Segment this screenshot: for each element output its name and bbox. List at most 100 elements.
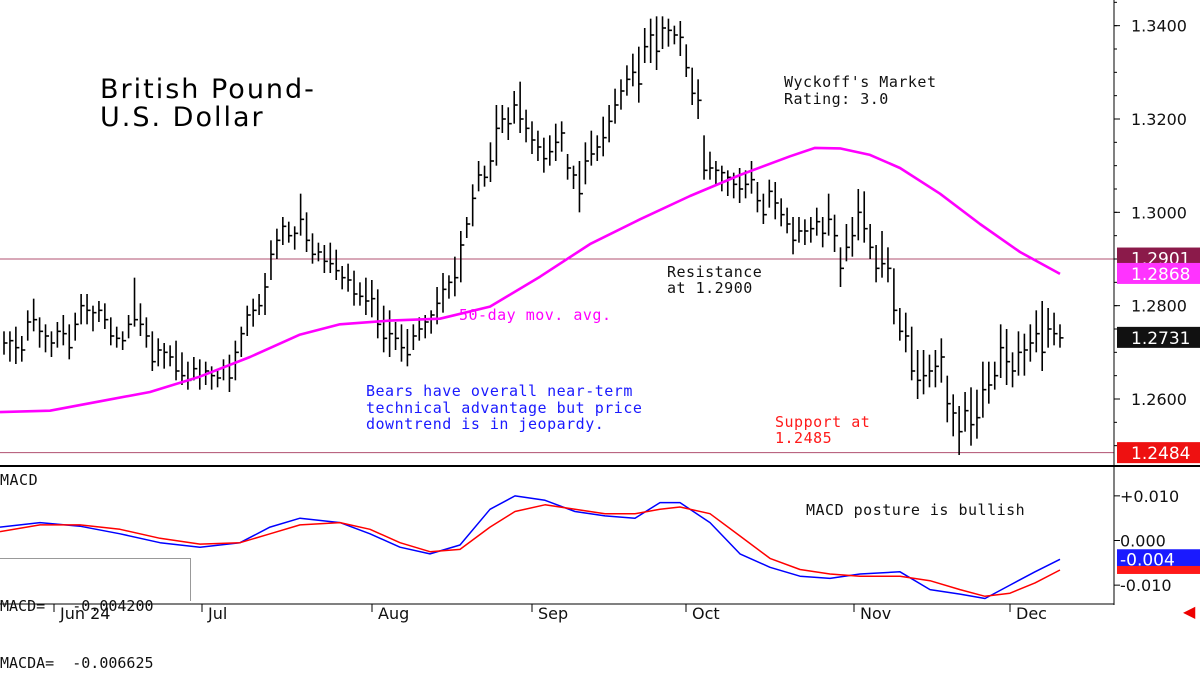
price-bar: [311, 233, 316, 264]
price-bar: [317, 242, 322, 262]
price-tick-label: 1.3400: [1131, 17, 1187, 36]
back-arrow-icon[interactable]: ◀: [1183, 602, 1196, 621]
macd-tick-label: 0.000: [1120, 532, 1166, 551]
price-bar: [276, 228, 281, 259]
price-bar: [519, 81, 524, 133]
bears-label-1: Bears have overall near-term: [366, 382, 633, 400]
price-bar: [418, 317, 423, 341]
price-bar: [726, 170, 732, 196]
x-tick-label: Jul: [207, 604, 227, 623]
price-bar: [329, 242, 334, 273]
resistance-label-2: at 1.2900: [667, 279, 753, 297]
price-bar: [471, 184, 477, 227]
price-bar: [839, 247, 844, 287]
price-bar: [62, 315, 67, 346]
price-bar: [744, 170, 750, 199]
price-bar: [282, 217, 287, 245]
price-bar: [157, 338, 162, 367]
price-bar: [869, 224, 874, 259]
price-bar: [958, 406, 963, 455]
price-bar: [964, 392, 969, 432]
price-bar: [501, 105, 506, 133]
price-bar: [151, 331, 156, 371]
price-bar: [145, 317, 150, 348]
price-bar: [928, 354, 933, 388]
price-bar: [359, 282, 364, 306]
price-bar: [798, 217, 803, 243]
price-bar: [845, 224, 850, 262]
price-bar: [216, 368, 222, 388]
price-bar: [382, 305, 388, 353]
macd-tag-box: [1117, 549, 1200, 570]
price-bar: [614, 88, 619, 124]
price-bar: [999, 324, 1005, 378]
price-bar: [448, 275, 453, 299]
price-bar: [430, 310, 435, 334]
macd-value: MACD= -0.004200: [0, 597, 154, 615]
price-bar: [258, 294, 263, 315]
support-label-1: Support at: [775, 413, 871, 431]
price-bar: [104, 303, 109, 329]
price-bar: [673, 25, 678, 45]
title-line-1: British Pound-: [100, 74, 316, 105]
price-bar: [50, 331, 55, 357]
bears-label-3: downtrend is in jeopardy.: [366, 415, 605, 433]
price-chart-svg: 1.2600 1.2800 1.3000 1.3200 1.3400 +0.010 0.00…: [0, 0, 1200, 623]
price-bar: [566, 154, 572, 180]
price-bar: [774, 182, 779, 220]
price-bar: [68, 324, 73, 360]
price-bar: [299, 193, 305, 236]
price-bar: [341, 266, 346, 290]
price-bar: [20, 336, 26, 362]
price-bar: [810, 217, 815, 243]
price-bar: [98, 301, 103, 322]
price-bar: [667, 18, 672, 47]
macd-posture-label: MACD posture is bullish: [806, 501, 1026, 519]
price-bar: [756, 182, 761, 213]
price-bar: [222, 359, 228, 381]
price-bar: [940, 338, 945, 383]
x-tick-label: Jun 24: [59, 604, 110, 623]
price-tag-box: [1117, 442, 1200, 464]
price-bar: [1035, 310, 1040, 353]
price-bar: [293, 226, 299, 250]
price-bar: [993, 361, 999, 390]
price-bar: [679, 21, 684, 56]
price-bar: [946, 375, 951, 423]
price-bar: [454, 256, 459, 297]
price-bar: [121, 331, 127, 350]
price-tick-label: 1.2600: [1131, 390, 1187, 409]
price-bar: [388, 310, 394, 357]
price-bar: [507, 107, 512, 140]
price-bar: [513, 91, 518, 124]
price-bar: [833, 214, 839, 252]
price-bar: [857, 189, 862, 241]
price-bar: [3, 331, 8, 355]
price-bar: [228, 354, 233, 392]
price-bar: [952, 394, 957, 437]
price-bar: [412, 324, 417, 350]
price-bar: [988, 361, 993, 404]
price-bar: [792, 217, 797, 255]
price-bar: [1059, 324, 1064, 348]
price-bar: [531, 121, 536, 154]
x-tick-label: Nov: [860, 604, 891, 623]
price-bar: [685, 44, 690, 77]
x-tick-label: Aug: [378, 604, 409, 623]
price-bar: [863, 191, 868, 243]
price-bar: [353, 270, 358, 306]
title-line-2: U.S. Dollar: [100, 102, 265, 133]
price-bar: [406, 329, 411, 367]
price-bar: [893, 268, 898, 325]
macd-tick-label: -0.010: [1120, 576, 1172, 595]
price-bar: [32, 298, 38, 332]
price-bar: [608, 105, 613, 143]
price-bar: [477, 161, 483, 192]
price-bar: [750, 161, 756, 194]
price-bar: [187, 361, 192, 390]
price-bar: [709, 151, 714, 180]
price-bar: [264, 273, 269, 315]
price-bar: [922, 350, 928, 395]
x-tick-label: Dec: [1016, 604, 1047, 623]
price-bar: [483, 165, 489, 187]
